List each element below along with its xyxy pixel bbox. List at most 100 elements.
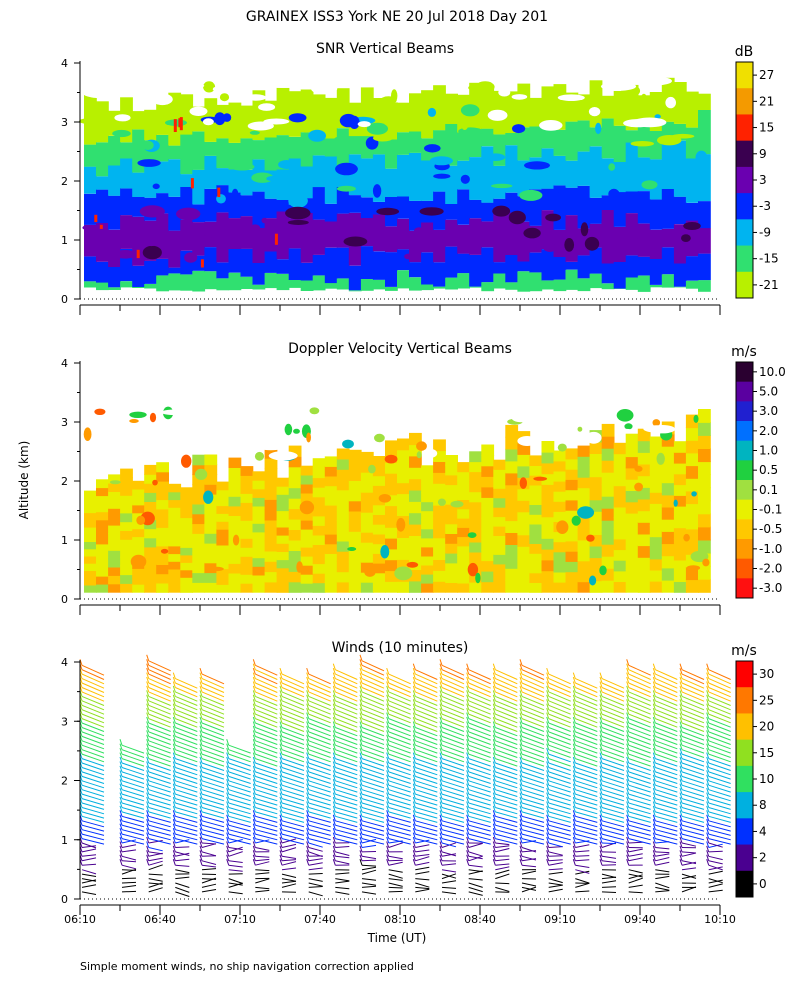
doppler-cell (252, 566, 266, 576)
wind-barb-flag (626, 761, 630, 768)
doppler-cell (409, 501, 422, 514)
wind-barb-flag (679, 792, 683, 799)
snr-cell (601, 283, 615, 290)
wind-barb (495, 731, 518, 741)
wind-barb (468, 855, 483, 860)
wind-barb (441, 704, 465, 715)
doppler-blob (194, 468, 208, 480)
doppler-cell (336, 469, 350, 480)
wind-barb-flag (252, 787, 256, 795)
wind-barb-flag (466, 859, 470, 866)
snr-blob (460, 104, 480, 117)
wind-barb-flag (519, 676, 523, 684)
doppler-cell (625, 580, 639, 593)
wind-barb-flag (332, 761, 336, 768)
snr-blob (366, 122, 388, 135)
wind-barb (81, 669, 105, 680)
snr-cell (469, 157, 482, 200)
doppler-cell (517, 546, 531, 559)
doppler-blob (152, 479, 158, 486)
snr-cell (685, 202, 699, 221)
wind-barb-flag (599, 787, 603, 795)
wind-barb-flag (172, 676, 176, 684)
wind-barb-flag (652, 787, 656, 795)
wind-barb-flag (359, 707, 363, 715)
wind-barb (201, 678, 225, 689)
wind-barb-flag (386, 810, 390, 817)
wind-barb-flag (572, 845, 576, 853)
wind-barb (175, 820, 198, 828)
wind-barb (361, 815, 385, 823)
snr-cell (288, 280, 302, 288)
wind-barb-flag (306, 841, 310, 848)
wind-barb-flag (146, 841, 150, 848)
wind-barb (655, 838, 678, 845)
snr-cell (553, 229, 567, 257)
wind-barb (175, 789, 198, 797)
wind-barb (255, 793, 278, 802)
doppler-cell (120, 539, 133, 549)
snr-blob (508, 210, 526, 225)
snr-hotspot (200, 259, 204, 268)
wind-barb-flag (439, 752, 443, 759)
snr-cell (481, 86, 495, 129)
doppler-cell (553, 450, 567, 462)
wind-barb (388, 824, 411, 832)
doppler-cell (457, 462, 470, 473)
wind-barb (308, 862, 323, 866)
wind-barb-flag (279, 756, 283, 764)
doppler-cell (144, 501, 157, 512)
doppler-blob (368, 464, 376, 474)
wind-barb-flag (466, 681, 470, 688)
snr-cell (216, 138, 230, 169)
wind-barb (361, 704, 385, 715)
wind-barb (175, 767, 198, 776)
wind-barb (468, 678, 491, 689)
wind-barb (708, 833, 731, 841)
wind-barb (628, 833, 651, 841)
wind-barb-flag (519, 819, 523, 826)
wind-barb-flag (332, 676, 336, 684)
wind-barb (415, 682, 438, 693)
wind-barb-flag (119, 805, 123, 813)
doppler-cell (421, 492, 434, 503)
wind-barb (468, 735, 491, 745)
wind-barb (548, 767, 571, 776)
wind-barb (255, 869, 270, 872)
wind-barb (415, 669, 438, 680)
wind-barb (148, 682, 171, 693)
wind-barb-flag (199, 783, 203, 790)
wind-barb (548, 855, 563, 857)
wind-barb (548, 824, 571, 832)
doppler-cell (264, 519, 278, 531)
doppler-gap (144, 451, 160, 463)
wind-barb-flag (519, 747, 523, 755)
doppler-cell (517, 557, 531, 570)
wind-barb-flag (252, 739, 256, 746)
wind-barb-flag (679, 716, 683, 724)
doppler-cell (132, 568, 145, 577)
wind-barb (81, 854, 97, 857)
wind-barb-flag (652, 765, 656, 773)
doppler-cell (204, 523, 218, 534)
wind-barb-flag (546, 752, 550, 759)
doppler-cell (481, 581, 495, 593)
wind-barb (495, 858, 510, 862)
wind-barb-flag (306, 681, 310, 688)
wind-barb (335, 789, 358, 797)
wind-barb-flag (599, 836, 603, 844)
wind-barb-flag (652, 774, 656, 781)
doppler-cell (216, 568, 230, 577)
snr-cell (360, 197, 374, 218)
wind-barb (281, 873, 297, 878)
wind-barb-flag (146, 787, 150, 795)
wind-barb (361, 855, 377, 860)
doppler-cell (649, 569, 663, 582)
wind-barb (255, 861, 270, 866)
wind-barb (575, 731, 598, 741)
snr-blob (372, 184, 382, 198)
wind-barb (201, 780, 225, 789)
snr-gap (310, 83, 338, 95)
wind-barb-flag (306, 734, 310, 741)
snr-hotspot (179, 117, 183, 131)
